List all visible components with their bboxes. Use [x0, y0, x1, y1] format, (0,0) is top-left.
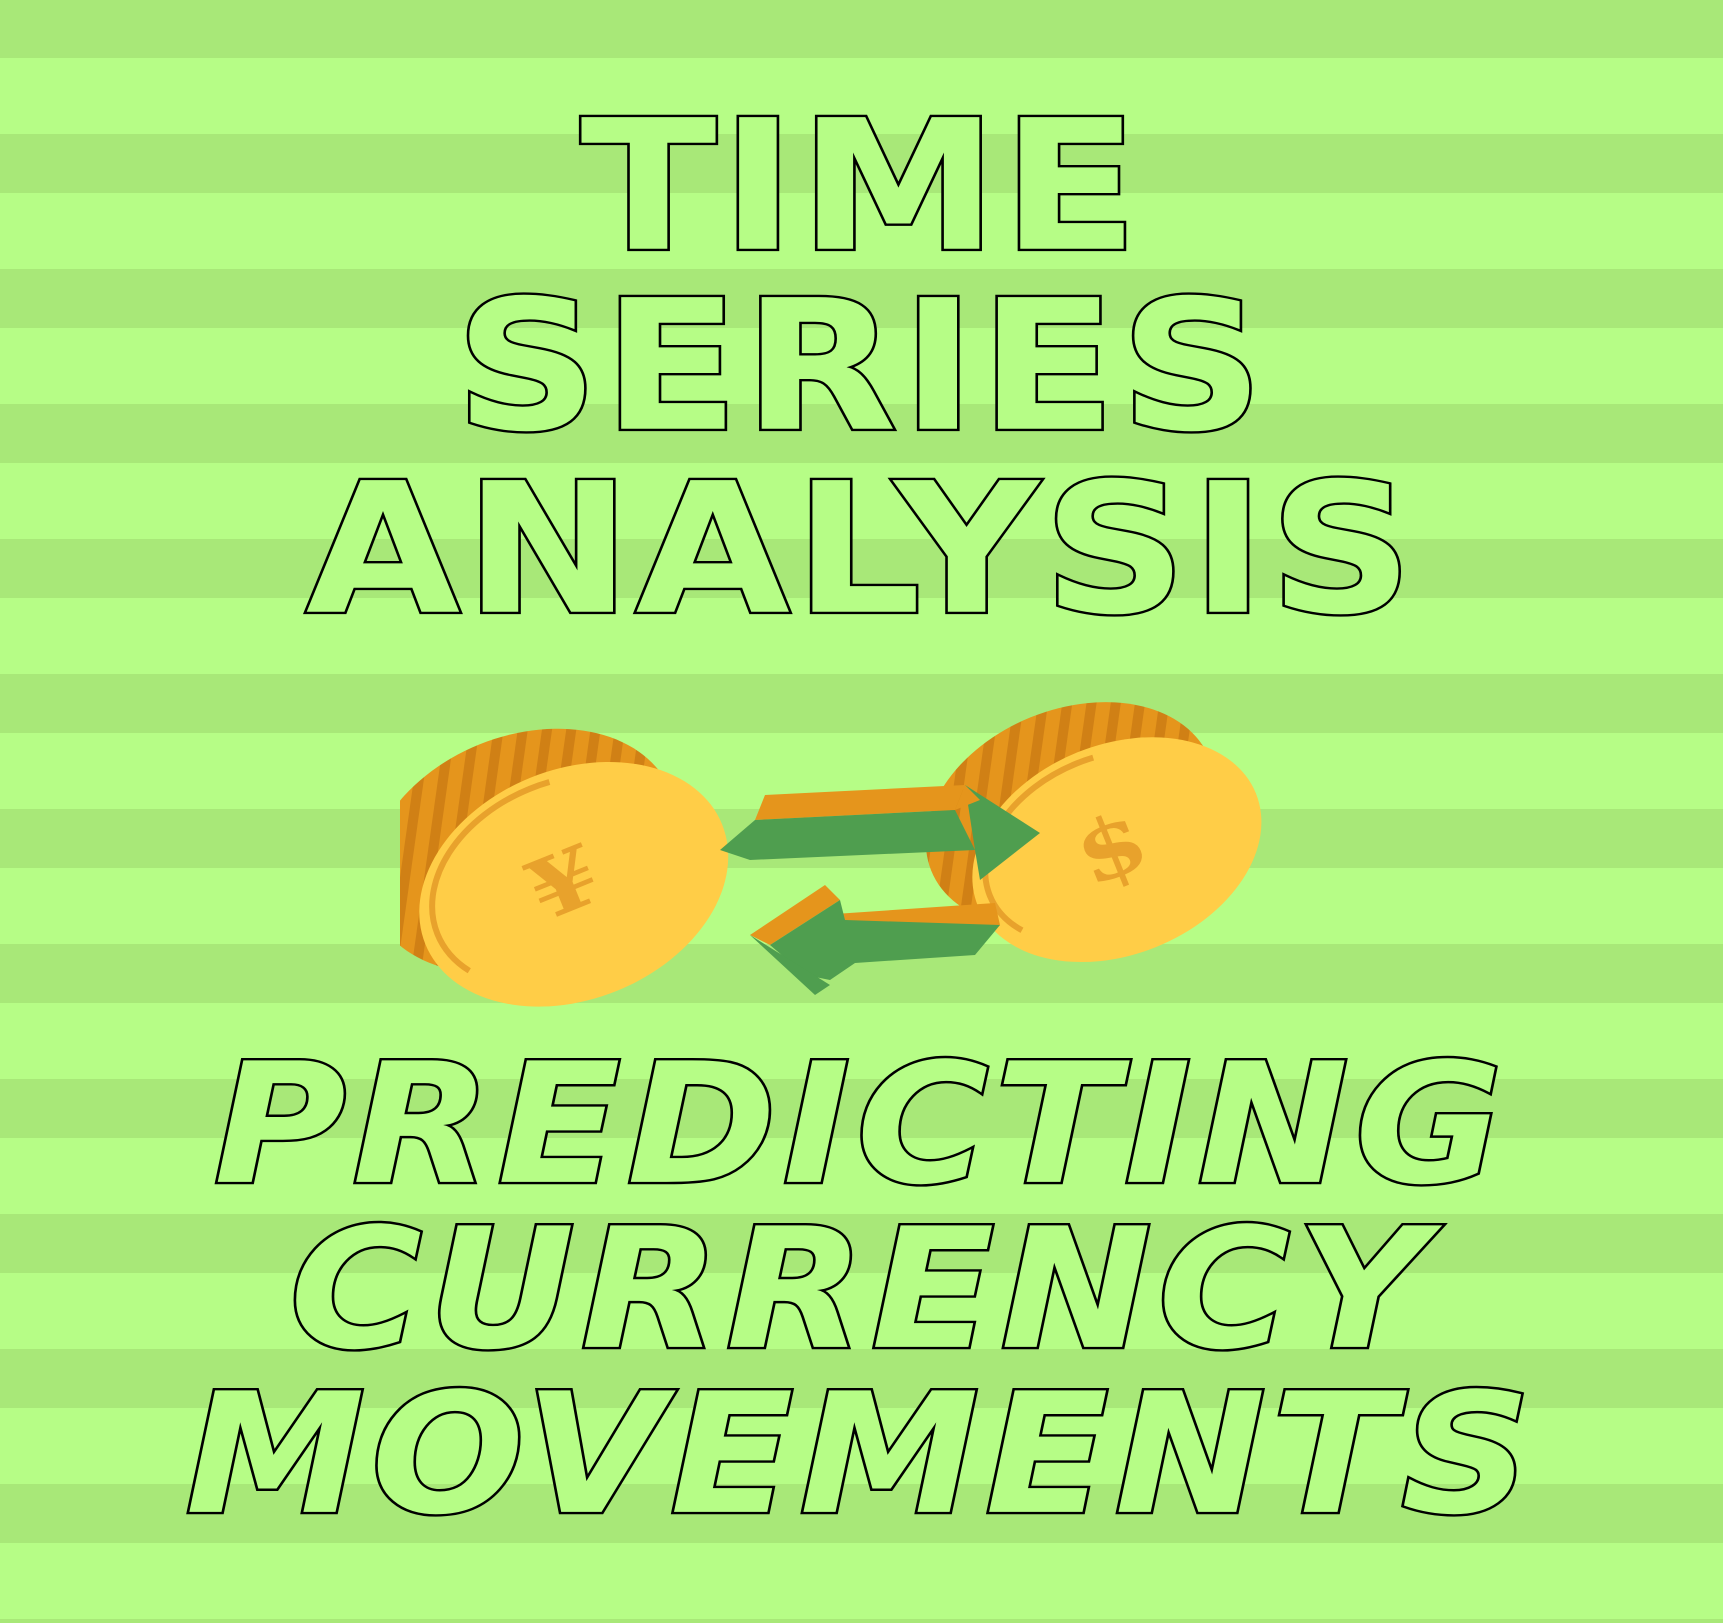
subtitle-line-predicting: PREDICTING: [211, 1027, 1510, 1223]
dollar-coin-icon: $: [925, 702, 1262, 963]
title-line-time: TIME: [578, 81, 1143, 292]
yen-coin-icon: ¥: [400, 728, 729, 1007]
title-line-analysis: ANALYSIS: [303, 444, 1418, 655]
exchange-arrows-icon: [720, 785, 1040, 995]
currency-exchange-illustration: ¥ $: [400, 702, 1262, 1007]
arrow-right-icon: [720, 785, 1040, 880]
subtitle-line-movements: MOVEMENTS: [183, 1357, 1538, 1553]
title-line-series: SERIES: [452, 261, 1268, 472]
arrow-left-icon: [750, 885, 1000, 995]
subtitle-line-currency: CURRENCY: [287, 1192, 1434, 1388]
